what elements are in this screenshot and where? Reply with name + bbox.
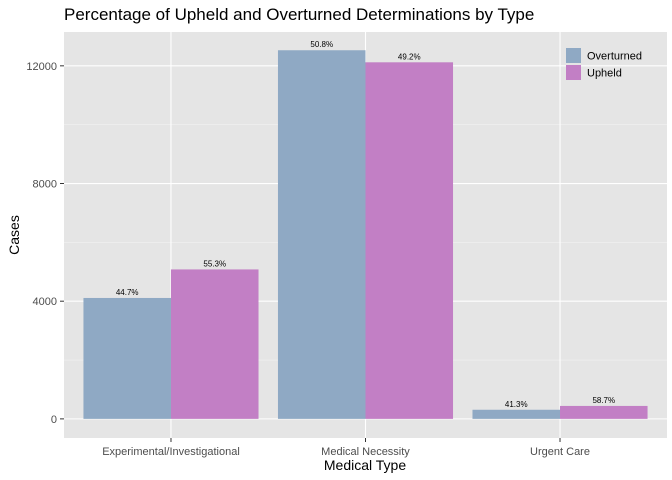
y-tick-label: 4000	[33, 296, 57, 308]
y-axis: 0 4000 8000 12000	[26, 61, 64, 426]
data-labels-group: 44.7% 50.8% 41.3% 55.3% 49.2% 58.7%	[116, 40, 615, 409]
bar-overturned-1	[277, 50, 366, 419]
bar-overturned-2	[472, 409, 561, 419]
legend-key-overturned	[566, 48, 581, 63]
y-tick-label: 0	[51, 414, 57, 426]
legend-key-upheld	[566, 65, 581, 80]
legend-label-upheld: Upheld	[587, 68, 622, 80]
x-tick-label: Medical Necessity	[321, 446, 410, 458]
data-label-upheld-1: 49.2%	[398, 52, 421, 61]
y-tick-label: 12000	[26, 61, 57, 73]
bars-group	[83, 50, 648, 419]
x-axis: Experimental/Investigational Medical Nece…	[102, 438, 590, 458]
x-tick-label: Experimental/Investigational	[102, 446, 240, 458]
y-axis-title: Cases	[6, 215, 22, 255]
data-label-overturned-1: 50.8%	[310, 40, 333, 49]
data-label-upheld-0: 55.3%	[203, 259, 226, 268]
x-axis-title: Medical Type	[324, 457, 406, 473]
legend-label-overturned: Overturned	[587, 51, 642, 63]
bar-upheld-1	[365, 62, 454, 419]
y-tick-label: 8000	[33, 179, 57, 191]
data-label-overturned-2: 41.3%	[505, 400, 528, 409]
data-label-upheld-2: 58.7%	[592, 396, 615, 405]
chart-title: Percentage of Upheld and Overturned Dete…	[64, 5, 534, 24]
bar-upheld-0	[170, 269, 259, 419]
x-tick-label: Urgent Care	[530, 446, 590, 458]
bar-overturned-0	[83, 297, 171, 419]
bar-upheld-2	[560, 405, 648, 419]
data-label-overturned-0: 44.7%	[116, 288, 139, 297]
legend: Overturned Upheld	[566, 48, 642, 80]
